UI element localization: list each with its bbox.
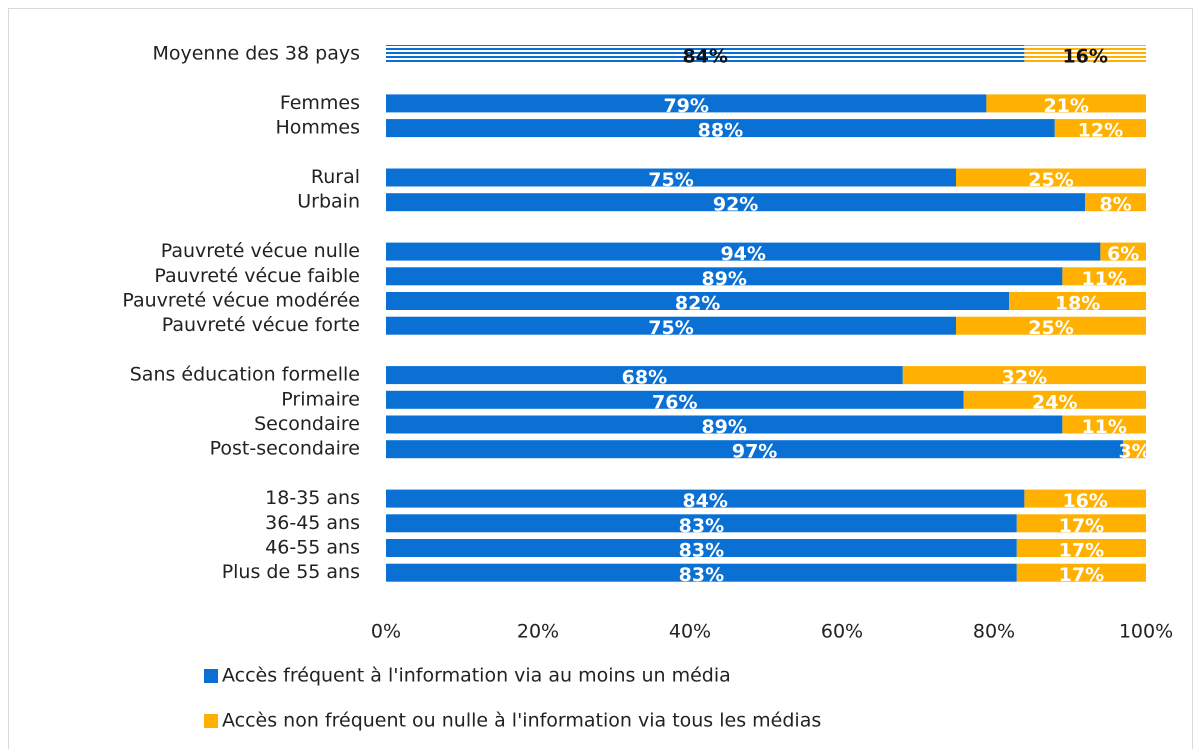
bar-segment xyxy=(1016,514,1146,533)
x-tick-label: 0% xyxy=(371,621,401,643)
value-label: 24% xyxy=(1032,391,1077,413)
bar-segment xyxy=(902,366,1146,385)
bar-segment xyxy=(386,539,1017,557)
y-tick-label: 46-55 ans xyxy=(265,537,360,559)
bar-segment xyxy=(1054,119,1146,138)
value-label: 92% xyxy=(713,194,758,216)
legend-swatch xyxy=(204,669,218,683)
y-tick-label: Secondaire xyxy=(254,413,360,435)
value-label: 84% xyxy=(682,46,727,68)
bar-segment xyxy=(386,440,1124,459)
y-tick-label: Hommes xyxy=(275,117,360,139)
value-label: 17% xyxy=(1059,540,1104,562)
x-tick-label: 100% xyxy=(1119,621,1173,643)
value-label: 75% xyxy=(648,317,693,339)
value-label: 25% xyxy=(1028,317,1073,339)
value-label: 6% xyxy=(1107,243,1139,265)
value-label: 83% xyxy=(679,515,724,537)
bar-segment xyxy=(1062,415,1146,434)
value-label: 89% xyxy=(701,268,746,290)
bar-segment xyxy=(386,119,1055,138)
bar-segment xyxy=(386,267,1063,286)
value-label: 16% xyxy=(1062,490,1107,512)
bar-segment xyxy=(386,45,1025,63)
bar-segment xyxy=(986,94,1146,113)
y-tick-label: 36-45 ans xyxy=(265,512,360,534)
value-label: 84% xyxy=(682,490,727,512)
bar-segment xyxy=(1016,539,1146,557)
bar-segment xyxy=(1123,440,1146,459)
y-tick-label: Primaire xyxy=(281,388,360,410)
y-tick-label: Sans éducation formelle xyxy=(130,364,360,386)
y-tick-label: Pauvreté vécue faible xyxy=(154,265,360,287)
value-label: 16% xyxy=(1062,46,1107,68)
bar-segment xyxy=(1085,193,1146,212)
bar-segment xyxy=(386,292,1010,310)
legend-swatch xyxy=(204,714,218,728)
y-tick-label: Femmes xyxy=(280,92,360,114)
bar-segment xyxy=(386,415,1063,434)
legend-label: Accès non fréquent ou nulle à l'informat… xyxy=(222,710,821,732)
bar-segment xyxy=(1009,292,1146,310)
bar-segment xyxy=(386,316,956,335)
y-tick-label: Pauvreté vécue forte xyxy=(162,314,360,336)
bar-segment xyxy=(386,489,1025,508)
bar-segment xyxy=(1100,242,1146,261)
x-tick-label: 60% xyxy=(821,621,863,643)
bar-segment xyxy=(963,390,1146,409)
bar-segment xyxy=(1024,489,1146,508)
value-label: 11% xyxy=(1081,416,1126,438)
value-label: 83% xyxy=(679,540,724,562)
bar-segment xyxy=(956,316,1146,335)
value-label: 94% xyxy=(720,243,765,265)
value-label: 83% xyxy=(679,564,724,586)
legend-label: Accès fréquent à l'information via au mo… xyxy=(222,665,731,687)
bar-segment xyxy=(386,563,1017,582)
bar-segment xyxy=(1024,45,1146,63)
bar-segment xyxy=(386,94,987,113)
y-tick-label: Post-secondaire xyxy=(210,438,360,460)
chart-frame xyxy=(8,8,1193,749)
value-label: 17% xyxy=(1059,564,1104,586)
x-tick-label: 20% xyxy=(517,621,559,643)
value-label: 76% xyxy=(652,391,697,413)
y-tick-label: Pauvreté vécue nulle xyxy=(161,240,360,262)
bar-segment xyxy=(1016,563,1146,582)
bar-segment xyxy=(956,168,1146,187)
value-label: 3% xyxy=(1118,441,1150,463)
bar-segment xyxy=(386,242,1101,261)
value-label: 88% xyxy=(698,120,743,142)
bar-segment xyxy=(386,168,956,187)
value-label: 68% xyxy=(622,367,667,389)
x-tick-label: 40% xyxy=(669,621,711,643)
value-label: 75% xyxy=(648,169,693,191)
bar-segment xyxy=(386,390,964,409)
bar-segment xyxy=(386,514,1017,533)
value-label: 89% xyxy=(701,416,746,438)
y-tick-label: Rural xyxy=(311,166,360,188)
bar-segment xyxy=(386,193,1086,212)
value-label: 79% xyxy=(663,95,708,117)
y-tick-label: Urbain xyxy=(297,191,360,213)
value-label: 82% xyxy=(675,293,720,315)
bar-segment xyxy=(1062,267,1146,286)
y-tick-label: Moyenne des 38 pays xyxy=(152,43,360,65)
value-label: 11% xyxy=(1081,268,1126,290)
value-label: 8% xyxy=(1099,194,1131,216)
y-tick-label: Pauvreté vécue modérée xyxy=(122,290,360,312)
y-tick-label: 18-35 ans xyxy=(265,487,360,509)
value-label: 18% xyxy=(1055,293,1100,315)
y-tick-label: Plus de 55 ans xyxy=(222,561,360,583)
value-label: 25% xyxy=(1028,169,1073,191)
value-label: 12% xyxy=(1078,120,1123,142)
bar-segment xyxy=(386,366,903,385)
value-label: 21% xyxy=(1043,95,1088,117)
value-label: 32% xyxy=(1002,367,1047,389)
x-tick-label: 80% xyxy=(973,621,1015,643)
value-label: 97% xyxy=(732,441,777,463)
value-label: 17% xyxy=(1059,515,1104,537)
